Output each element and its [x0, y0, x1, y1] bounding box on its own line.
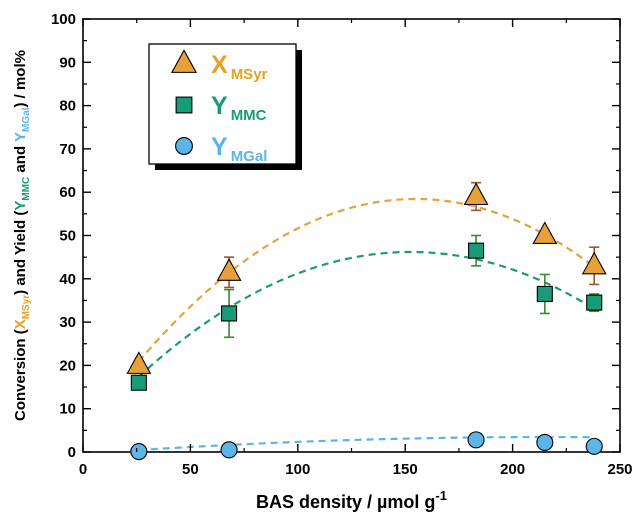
data-point-x: [463, 182, 489, 206]
fit-curves: [138, 197, 595, 452]
y-axis-title-part: MGal: [21, 107, 32, 132]
legend-subscript: MSyr: [231, 66, 268, 83]
x-tick-label: 150: [393, 461, 418, 478]
x-tick-label: 250: [607, 461, 632, 478]
y-tick-label: 30: [59, 314, 76, 331]
data-point-mmc: [536, 285, 553, 303]
data-point-x: [581, 251, 607, 275]
legend-symbol: Y: [211, 133, 228, 161]
data-point-mmc: [221, 305, 238, 322]
y-tick-label: 60: [59, 184, 76, 201]
data-point-mmc: [586, 294, 603, 311]
x-tick-label: 0: [79, 461, 87, 478]
data-point-mgal: [467, 431, 485, 449]
legend-box: [148, 43, 297, 165]
error-bars: [133, 181, 600, 454]
x-axis-title-sup: -1: [435, 488, 447, 503]
x-tick-label: 200: [500, 461, 525, 478]
y-tick-label: 40: [59, 271, 76, 288]
data-point-mgal: [220, 441, 238, 459]
data-point-mgal: [130, 443, 148, 461]
data-point-mgal: [585, 437, 603, 455]
legend-subscript: MGal: [231, 148, 268, 165]
y-tick-label: 20: [59, 357, 76, 374]
data-markers: [126, 182, 607, 461]
y-axis-title-part: X: [12, 319, 29, 329]
fit-curve-x: [138, 197, 595, 363]
legend-label-mgal: Y MGal: [211, 133, 267, 165]
y-tick-label: 50: [59, 228, 76, 245]
y-axis-title-part: MSyr: [21, 295, 32, 320]
data-point-x: [216, 258, 242, 281]
y-axis-title-part: ) and Yield (: [12, 211, 29, 295]
y-axis-title-part: Y: [12, 132, 29, 142]
y-tick-label: 0: [68, 444, 76, 461]
y-tick-label: 70: [59, 141, 76, 158]
data-point-mgal: [536, 433, 554, 452]
data-point-mmc: [130, 374, 147, 391]
legend-symbol: Y: [211, 92, 228, 120]
data-point-x: [532, 221, 558, 245]
x-axis-title-main: BAS density / µmol g: [256, 492, 435, 512]
y-axis-title-part: Y: [12, 201, 29, 211]
y-axis-title-part: MMC: [21, 177, 32, 201]
x-tick-label: 50: [182, 461, 199, 478]
legend-label-x: X MSyr: [211, 51, 268, 83]
legend-label-mmc: Y MMC: [211, 92, 267, 124]
y-tick-label: 90: [59, 54, 76, 71]
y-tick-label: 10: [59, 401, 76, 418]
x-tick-label: 100: [285, 461, 310, 478]
legend-subscript: MMC: [231, 107, 267, 124]
x-axis-title: BAS density / µmol g-1: [256, 488, 447, 512]
y-axis-title-part: ) / mol%: [12, 50, 29, 108]
data-point-mmc: [468, 242, 485, 259]
data-point-x: [126, 351, 152, 374]
fit-curve-mmc: [138, 250, 595, 378]
y-axis-title-part: and: [12, 142, 29, 177]
legend-marker-mgal: [175, 137, 193, 155]
legend-marker-x: [170, 49, 198, 73]
y-tick-label: 80: [59, 98, 76, 115]
y-axis-title-part: Conversion (: [12, 329, 29, 421]
y-axis-title: Conversion (XMSyr) and Yield (YMMC and Y…: [12, 50, 32, 421]
axis-ticks: 0 50 100 150 200 250 0 10 20 30 40 50 60 70 80 90 100: [51, 11, 633, 478]
y-tick-label: 100: [51, 11, 76, 28]
legend-marker-mmc: [175, 96, 193, 114]
legend-symbol: X: [211, 51, 228, 79]
fit-curve-mgal: [138, 435, 595, 452]
